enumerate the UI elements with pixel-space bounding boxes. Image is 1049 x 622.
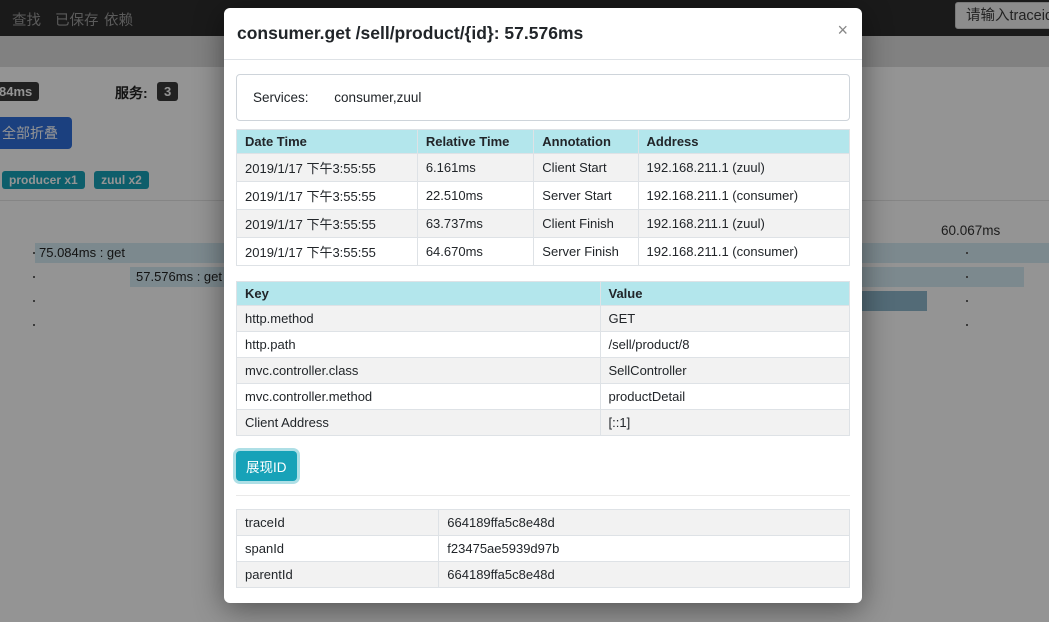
ids-divider	[236, 495, 850, 496]
cell-date: 2019/1/17 下午3:55:55	[236, 237, 418, 266]
table-row: http.path /sell/product/8	[236, 331, 850, 358]
top-navbar: 查找 已保存 依赖	[0, 0, 1049, 36]
cell-key: http.method	[236, 305, 601, 332]
cell-date: 2019/1/17 下午3:55:55	[236, 209, 418, 238]
table-row: traceId 664189ffa5c8e48d	[235, 509, 850, 536]
cell-annotation: Client Start	[533, 153, 639, 182]
gridline-dot	[33, 300, 35, 302]
annotations-table: Date Time Relative Time Annotation Addre…	[236, 129, 850, 266]
cell-id-key: spanId	[235, 535, 440, 562]
table-row: parentId 664189ffa5c8e48d	[235, 561, 850, 588]
cell-id-value: 664189ffa5c8e48d	[438, 561, 850, 588]
col-header-relative-time: Relative Time	[416, 129, 535, 154]
table-row: mvc.controller.class SellController	[236, 357, 850, 384]
cell-key: mvc.controller.class	[236, 357, 601, 384]
tags-table: Key Value http.method GET http.path /sel…	[236, 281, 850, 436]
cell-date: 2019/1/17 下午3:55:55	[236, 181, 418, 210]
col-header-key: Key	[236, 281, 601, 306]
table-row: http.method GET	[236, 305, 850, 332]
gridline-dot	[966, 324, 968, 326]
cell-relative-time: 22.510ms	[416, 181, 535, 210]
cell-value: [::1]	[599, 409, 850, 436]
span-label-root: 75.084ms : get	[39, 245, 125, 260]
cell-date: 2019/1/17 下午3:55:55	[236, 153, 418, 182]
traceid-search-input[interactable]	[955, 2, 1049, 29]
col-header-value: Value	[599, 281, 850, 306]
cell-value: GET	[599, 305, 850, 332]
gridline-dot	[966, 276, 968, 278]
gridline-dot	[966, 252, 968, 254]
table-row: Client Address [::1]	[236, 409, 850, 436]
cell-value: /sell/product/8	[599, 331, 850, 358]
cell-relative-time: 6.161ms	[416, 153, 535, 182]
services-box-label: Services:	[253, 90, 309, 105]
table-row: 2019/1/17 下午3:55:55 64.670ms Server Fini…	[236, 237, 850, 266]
service-tags-row: producer x1 zuul x2	[2, 171, 154, 189]
cell-address: 192.168.211.1 (zuul)	[637, 209, 850, 238]
services-count-badge: 3	[157, 82, 179, 101]
time-axis-label: 60.067ms	[941, 223, 1001, 238]
nav-link-saved[interactable]: 已保存	[55, 13, 99, 29]
table-row: mvc.controller.method productDetail	[236, 383, 850, 410]
ids-table: traceId 664189ffa5c8e48d spanId f23475ae…	[235, 509, 850, 588]
cell-key: http.path	[236, 331, 601, 358]
cell-address: 192.168.211.1 (consumer)	[637, 181, 850, 210]
cell-annotation: Server Start	[533, 181, 639, 210]
cell-address: 192.168.211.1 (consumer)	[637, 237, 850, 266]
span-label-consumer-get: 57.576ms : get /s	[136, 269, 236, 284]
modal-body: Services: consumer,zuul Date Time Relati…	[224, 74, 862, 608]
span-row-4[interactable]	[0, 315, 1049, 335]
span-detail-modal: consumer.get /sell/product/{id}: 57.576m…	[224, 8, 862, 603]
show-ids-button[interactable]: 展现ID	[236, 451, 297, 481]
gridline-dot	[33, 252, 35, 254]
table-row: spanId f23475ae5939d97b	[235, 535, 850, 562]
duration-badge: 84ms	[0, 82, 40, 101]
gridline-dot	[966, 300, 968, 302]
cell-id-key: parentId	[235, 561, 440, 588]
table-row: 2019/1/17 下午3:55:55 22.510ms Server Star…	[236, 181, 850, 210]
nav-link-find[interactable]: 查找	[12, 13, 41, 29]
cell-key: Client Address	[236, 409, 601, 436]
col-header-date-time: Date Time	[236, 129, 418, 154]
collapse-all-button[interactable]: 全部折叠	[0, 117, 72, 149]
col-header-annotation: Annotation	[533, 129, 639, 154]
col-header-address: Address	[637, 129, 850, 154]
cell-key: mvc.controller.method	[236, 383, 601, 410]
table-row: 2019/1/17 下午3:55:55 63.737ms Client Fini…	[236, 209, 850, 238]
close-icon[interactable]: ×	[837, 20, 848, 40]
services-count-label: 服务:	[115, 85, 148, 101]
services-box: Services: consumer,zuul	[236, 74, 850, 121]
service-tag-zuul[interactable]: zuul x2	[94, 171, 149, 189]
cell-value: SellController	[599, 357, 850, 384]
table-row: 2019/1/17 下午3:55:55 6.161ms Client Start…	[236, 153, 850, 182]
annotations-table-header: Date Time Relative Time Annotation Addre…	[236, 129, 850, 154]
service-tag-producer[interactable]: producer x1	[2, 171, 85, 189]
cell-relative-time: 63.737ms	[416, 209, 535, 238]
cell-id-value: 664189ffa5c8e48d	[438, 509, 850, 536]
cell-id-key: traceId	[235, 509, 440, 536]
services-box-value: consumer,zuul	[334, 90, 422, 105]
tags-table-header: Key Value	[236, 281, 850, 306]
modal-header: consumer.get /sell/product/{id}: 57.576m…	[224, 8, 862, 60]
cell-relative-time: 64.670ms	[416, 237, 535, 266]
cell-annotation: Server Finish	[533, 237, 639, 266]
gridline-dot	[33, 324, 35, 326]
gridline-dot	[33, 276, 35, 278]
modal-title: consumer.get /sell/product/{id}: 57.576m…	[237, 23, 584, 43]
cell-address: 192.168.211.1 (zuul)	[637, 153, 850, 182]
cell-value: productDetail	[599, 383, 850, 410]
cell-id-value: f23475ae5939d97b	[438, 535, 850, 562]
nav-link-dependencies[interactable]: 依赖	[104, 13, 133, 29]
cell-annotation: Client Finish	[533, 209, 639, 238]
